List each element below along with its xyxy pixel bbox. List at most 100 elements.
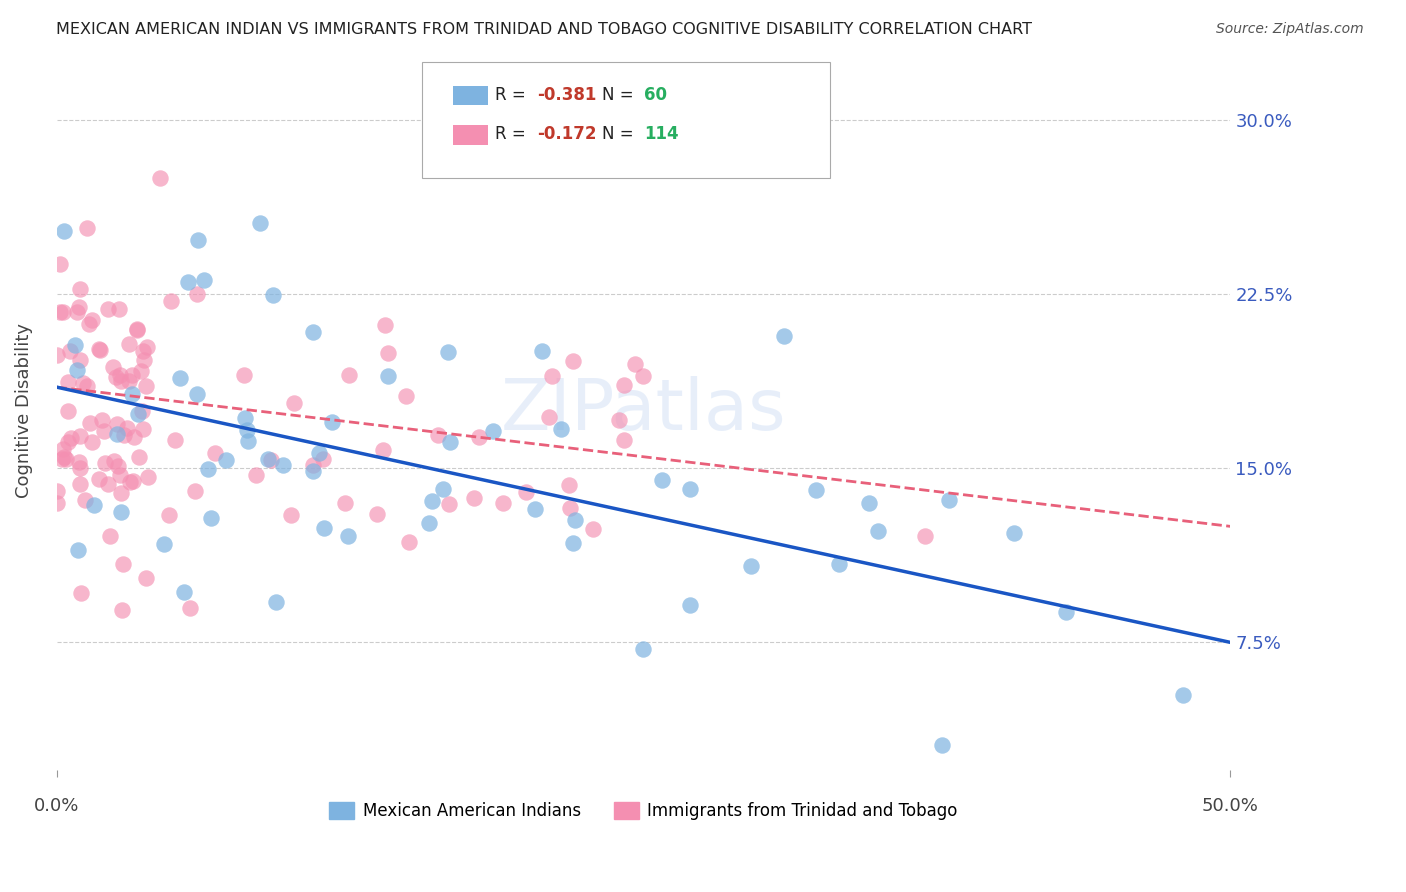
Point bbox=[110, 485, 132, 500]
Point bbox=[89, 343, 111, 358]
Point bbox=[52, 442, 75, 456]
Text: 0.0%: 0.0% bbox=[34, 797, 79, 814]
Point bbox=[93, 456, 115, 470]
Point bbox=[193, 273, 215, 287]
Point bbox=[679, 598, 702, 612]
Point bbox=[173, 584, 195, 599]
Point bbox=[420, 493, 443, 508]
Point bbox=[541, 368, 564, 383]
Point bbox=[515, 485, 537, 500]
Point bbox=[82, 435, 104, 450]
Point bbox=[129, 364, 152, 378]
Point bbox=[437, 344, 460, 359]
Point bbox=[377, 369, 399, 384]
Point bbox=[562, 354, 585, 368]
Point bbox=[118, 475, 141, 489]
Point bbox=[558, 500, 581, 515]
Point bbox=[1173, 688, 1195, 702]
Point bbox=[740, 558, 762, 573]
Text: 50.0%: 50.0% bbox=[1202, 797, 1258, 814]
Point bbox=[131, 404, 153, 418]
Point bbox=[314, 521, 336, 535]
Point bbox=[679, 482, 702, 496]
Point bbox=[45, 496, 67, 510]
Text: N =: N = bbox=[602, 125, 638, 143]
Point bbox=[122, 430, 145, 444]
Point bbox=[633, 369, 655, 384]
Point bbox=[69, 282, 91, 296]
Point bbox=[562, 536, 585, 550]
Point bbox=[186, 387, 208, 401]
Point bbox=[609, 413, 631, 427]
Text: R =: R = bbox=[495, 125, 531, 143]
Point bbox=[89, 472, 111, 486]
Point bbox=[132, 422, 155, 436]
Text: ZIPatlas: ZIPatlas bbox=[501, 376, 786, 445]
Point bbox=[52, 224, 75, 238]
Point bbox=[523, 502, 546, 516]
Point bbox=[773, 328, 796, 343]
Point bbox=[337, 529, 360, 543]
Point bbox=[115, 420, 138, 434]
Point bbox=[468, 430, 491, 444]
Point bbox=[187, 233, 209, 247]
Point bbox=[67, 300, 90, 314]
Point bbox=[66, 305, 89, 319]
Point bbox=[69, 477, 91, 491]
Text: MEXICAN AMERICAN INDIAN VS IMMIGRANTS FROM TRINIDAD AND TOBAGO COGNITIVE DISABIL: MEXICAN AMERICAN INDIAN VS IMMIGRANTS FR… bbox=[56, 22, 1032, 37]
Point bbox=[308, 446, 330, 460]
Point bbox=[48, 257, 70, 271]
Point bbox=[302, 325, 325, 339]
Point bbox=[67, 455, 90, 469]
Point bbox=[105, 427, 128, 442]
Point bbox=[236, 423, 259, 437]
Point bbox=[557, 478, 579, 492]
Point bbox=[184, 484, 207, 499]
Point bbox=[108, 302, 131, 317]
Point bbox=[132, 352, 155, 367]
Point bbox=[266, 595, 288, 609]
Point bbox=[538, 409, 561, 424]
Point bbox=[132, 343, 155, 358]
Point bbox=[418, 516, 440, 530]
Point bbox=[127, 407, 149, 421]
Point bbox=[262, 287, 284, 301]
Point bbox=[366, 507, 388, 521]
Point bbox=[257, 452, 280, 467]
Point bbox=[107, 458, 129, 473]
Point bbox=[63, 337, 86, 351]
Point bbox=[58, 404, 80, 418]
Point bbox=[76, 378, 98, 392]
Point bbox=[127, 322, 149, 336]
Point bbox=[613, 433, 636, 447]
Point bbox=[69, 586, 91, 600]
Point bbox=[69, 429, 91, 443]
Text: 114: 114 bbox=[644, 125, 679, 143]
Point bbox=[121, 387, 143, 401]
Point bbox=[377, 346, 399, 360]
Point bbox=[104, 370, 127, 384]
Point bbox=[280, 508, 302, 522]
Point bbox=[938, 493, 960, 508]
Point bbox=[118, 336, 141, 351]
Point bbox=[46, 348, 69, 362]
Point bbox=[806, 483, 828, 498]
Point bbox=[179, 600, 201, 615]
Point bbox=[858, 496, 880, 510]
Point bbox=[550, 421, 572, 435]
Point bbox=[66, 362, 89, 376]
Point bbox=[245, 467, 267, 482]
Point bbox=[564, 513, 586, 527]
Point bbox=[177, 275, 200, 289]
Point bbox=[69, 353, 91, 368]
Legend: Mexican American Indians, Immigrants from Trinidad and Tobago: Mexican American Indians, Immigrants fro… bbox=[322, 795, 965, 826]
Point bbox=[79, 416, 101, 430]
Point bbox=[613, 378, 636, 392]
Point bbox=[83, 498, 105, 512]
Point bbox=[110, 505, 132, 519]
Point bbox=[233, 411, 256, 425]
Point bbox=[46, 484, 69, 499]
Point bbox=[73, 493, 96, 508]
Point bbox=[125, 323, 148, 337]
Point bbox=[373, 443, 395, 458]
